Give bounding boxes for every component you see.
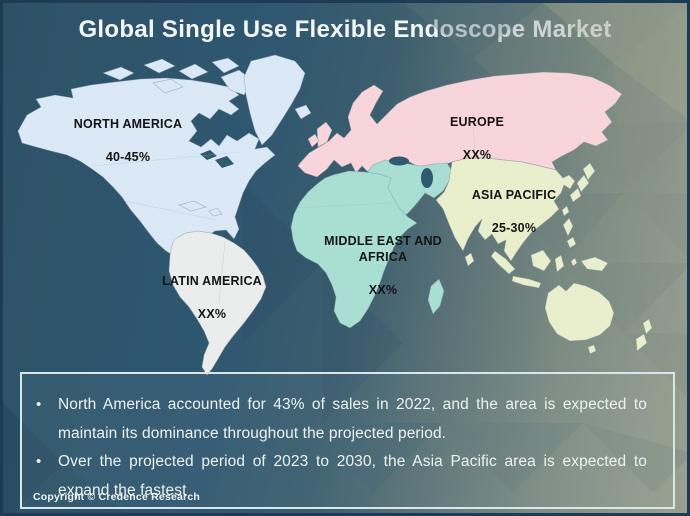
notes-list: • North America accounted for 43% of sal…: [36, 391, 647, 505]
note-bullet: • North America accounted for 43% of sal…: [36, 391, 647, 448]
region-share: XX%: [197, 306, 227, 321]
region-name: ASIA PACIFIC: [471, 187, 557, 202]
region-label-europe: EUROPE XX%: [450, 97, 504, 180]
region-share: 25-30%: [491, 220, 537, 235]
map-region-north-america: [17, 54, 312, 273]
region-share: 40-45%: [105, 149, 151, 164]
page-title: Global Single Use Flexible Endoscope Mar…: [78, 16, 612, 43]
map-region-latin-america: [168, 230, 267, 376]
note-text: North America accounted for 43% of sales…: [58, 396, 647, 442]
country-borders: [92, 112, 476, 304]
region-name: MIDDLE EAST AND AFRICA: [324, 233, 442, 265]
region-share: XX%: [462, 147, 492, 162]
note-bullet: • Over the projected period of 2023 to 2…: [36, 448, 647, 505]
world-map: [3, 3, 687, 513]
region-name: NORTH AMERICA: [73, 116, 183, 131]
region-name: EUROPE: [450, 114, 504, 129]
region-label-north-america: NORTH AMERICA 40-45%: [74, 99, 182, 182]
region-label-middle-east-africa: MIDDLE EAST AND AFRICA XX%: [324, 216, 442, 315]
inland-seas: [200, 150, 433, 188]
copyright-text: Copyright © Credence Research: [33, 491, 201, 503]
region-label-latin-america: LATIN AMERICA XX%: [162, 256, 262, 339]
region-name: LATIN AMERICA: [162, 273, 262, 288]
map-region-asia-pacific: [435, 157, 653, 355]
notes-box: • North America accounted for 43% of sal…: [20, 372, 675, 509]
bullet-icon: •: [36, 453, 42, 470]
region-label-asia-pacific: ASIA PACIFIC 25-30%: [472, 170, 556, 253]
region-share: XX%: [368, 283, 398, 297]
bullet-icon: •: [36, 396, 42, 413]
map-region-europe: [297, 71, 623, 178]
note-text: Over the projected period of 2023 to 203…: [58, 453, 647, 499]
